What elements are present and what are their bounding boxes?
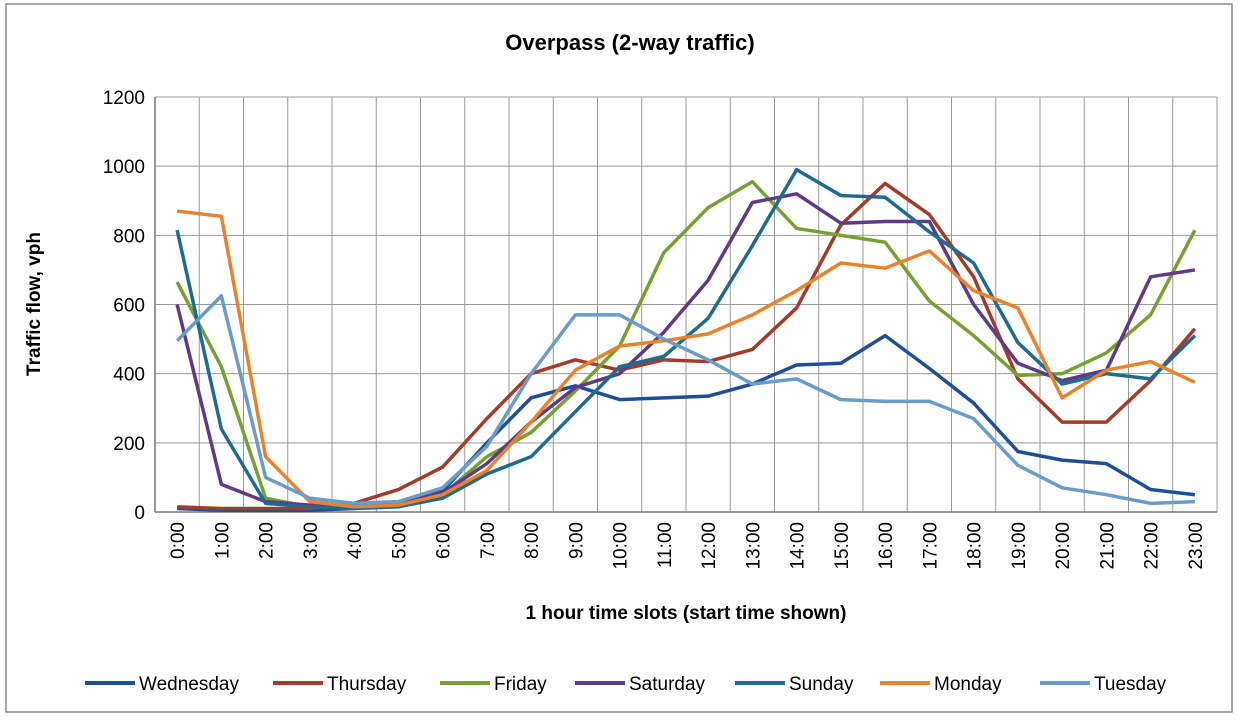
legend-label: Thursday bbox=[327, 674, 407, 695]
x-tick-label: 1:00 bbox=[212, 522, 233, 559]
x-tick-label: 22:00 bbox=[1142, 522, 1163, 570]
x-tick-label: 21:00 bbox=[1097, 522, 1118, 570]
x-tick-label: 5:00 bbox=[389, 522, 410, 559]
x-tick-label: 18:00 bbox=[965, 522, 986, 570]
x-tick-label: 15:00 bbox=[832, 522, 853, 570]
legend-label: Sunday bbox=[789, 674, 854, 695]
series-line bbox=[176, 209, 1196, 509]
y-tick-label: 1200 bbox=[103, 88, 145, 109]
x-tick-label: 16:00 bbox=[876, 522, 897, 570]
x-tick-label: 20:00 bbox=[1053, 522, 1074, 570]
legend-label: Wednesday bbox=[139, 674, 239, 695]
x-tick-label: 14:00 bbox=[788, 522, 809, 570]
y-tick-label: 800 bbox=[113, 226, 145, 247]
legend-label: Friday bbox=[494, 674, 547, 695]
x-tick-label: 12:00 bbox=[699, 522, 720, 570]
y-tick-label: 600 bbox=[113, 296, 145, 317]
x-tick-label: 7:00 bbox=[478, 522, 499, 559]
y-tick-label: 400 bbox=[113, 365, 145, 386]
series-line bbox=[175, 294, 1195, 506]
y-tick-label: 0 bbox=[134, 503, 145, 524]
x-tick-label: 11:00 bbox=[655, 522, 676, 568]
x-tick-label: 23:00 bbox=[1186, 522, 1207, 570]
legend-label: Tuesday bbox=[1094, 674, 1167, 695]
x-tick-label: 4:00 bbox=[345, 522, 366, 559]
x-tick-label: 9:00 bbox=[566, 522, 587, 559]
legend-label: Monday bbox=[934, 674, 1002, 695]
x-tick-label: 19:00 bbox=[1009, 522, 1030, 570]
y-axis-title: Traffic flow, vph bbox=[24, 232, 45, 376]
y-tick-label: 1000 bbox=[103, 157, 145, 178]
x-tick-label: 17:00 bbox=[920, 522, 941, 570]
x-tick-label: 8:00 bbox=[522, 522, 543, 559]
legend-label: Saturday bbox=[629, 674, 706, 695]
chart-frame bbox=[5, 3, 1233, 713]
x-tick-label: 6:00 bbox=[434, 522, 455, 559]
x-tick-label: 2:00 bbox=[257, 522, 278, 559]
x-tick-label: 0:00 bbox=[168, 522, 189, 559]
x-tick-label: 10:00 bbox=[611, 522, 632, 570]
x-tick-label: 3:00 bbox=[301, 522, 322, 559]
x-axis-title: 1 hour time slots (start time shown) bbox=[526, 603, 847, 624]
chart-title: Overpass (2-way traffic) bbox=[505, 30, 754, 55]
y-tick-label: 200 bbox=[113, 434, 145, 455]
x-tick-label: 13:00 bbox=[743, 522, 764, 570]
